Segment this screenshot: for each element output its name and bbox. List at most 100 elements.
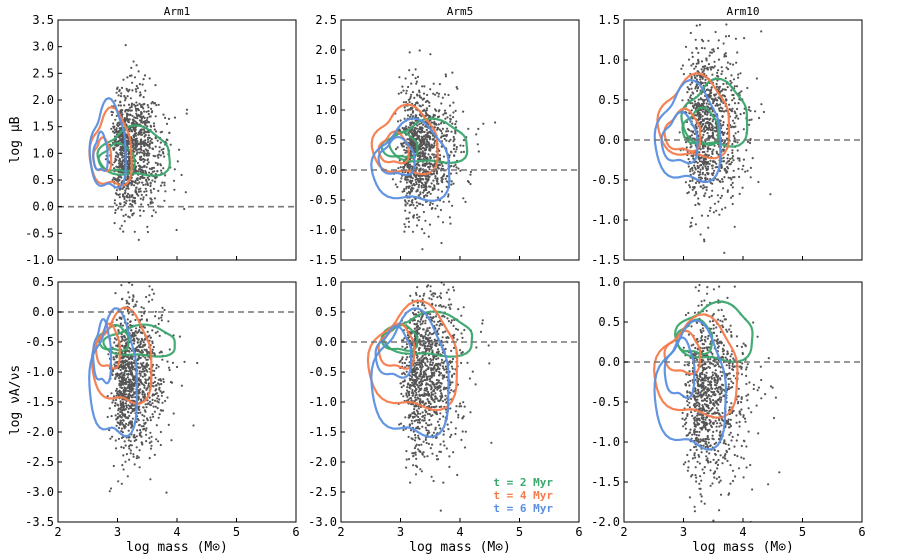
scatter-point <box>152 381 155 385</box>
scatter-point <box>122 194 125 197</box>
scatter-point <box>719 103 722 106</box>
scatter-point <box>745 149 748 152</box>
scatter-point <box>146 350 149 353</box>
scatter-point <box>125 302 128 305</box>
scatter-point <box>406 383 409 386</box>
scatter-point <box>167 117 171 120</box>
scatter-point <box>143 427 146 430</box>
scatter-point <box>429 88 432 91</box>
scatter-point <box>184 191 187 194</box>
scatter-point <box>452 451 455 454</box>
scatter-point <box>431 443 434 446</box>
scatter-point <box>454 432 457 436</box>
scatter-point <box>144 123 147 127</box>
contour-t-6-myr-level-1 <box>370 117 451 202</box>
scatter-point <box>434 315 438 318</box>
scatter-point <box>160 316 163 319</box>
scatter-point <box>414 68 417 71</box>
scatter-point <box>691 102 694 105</box>
scatter-point <box>699 81 702 84</box>
scatter-point <box>138 383 141 386</box>
scatter-point <box>148 294 151 297</box>
scatter-point <box>413 319 416 322</box>
scatter-point <box>724 98 728 101</box>
scatter-point <box>698 103 701 106</box>
scatter-point <box>120 363 123 366</box>
scatter-point <box>455 405 458 408</box>
scatter-point <box>142 419 145 422</box>
contour-t-6-myr-level-1 <box>88 97 127 189</box>
scatter-point <box>725 169 728 172</box>
scatter-point <box>709 68 713 71</box>
scatter-point <box>403 165 406 168</box>
scatter-point <box>120 430 123 433</box>
scatter-point <box>398 76 401 79</box>
scatter-point <box>404 151 407 154</box>
scatter-point <box>424 170 427 173</box>
scatter-point <box>713 60 716 63</box>
scatter-point <box>133 133 136 136</box>
scatter-point <box>439 292 442 295</box>
scatter-point <box>430 423 433 426</box>
scatter-point <box>119 400 122 403</box>
scatter-point <box>442 305 445 308</box>
scatter-point <box>123 334 126 337</box>
scatter-point <box>705 163 708 166</box>
scatter-point <box>124 110 127 113</box>
scatter-point <box>138 370 141 373</box>
scatter-point <box>449 222 452 225</box>
scatter-point <box>131 298 134 301</box>
scatter-point <box>115 418 118 421</box>
scatter-point <box>401 142 404 145</box>
scatter-point <box>419 202 422 206</box>
scatter-point <box>451 122 454 125</box>
scatter-point <box>425 143 428 146</box>
scatter-point <box>111 178 114 181</box>
scatter-point <box>119 322 122 325</box>
scatter-point <box>126 416 129 420</box>
scatter-point <box>123 339 126 342</box>
scatter-point <box>438 367 441 370</box>
scatter-points <box>391 49 497 251</box>
scatter-point <box>112 148 115 151</box>
scatter-point <box>178 335 181 338</box>
scatter-point <box>134 330 137 333</box>
scatter-point <box>709 147 712 151</box>
scatter-point <box>405 92 408 95</box>
scatter-point <box>729 79 732 83</box>
scatter-point <box>412 214 416 217</box>
scatter-point <box>124 369 127 372</box>
scatter-point <box>119 415 122 418</box>
scatter-point <box>122 392 125 395</box>
scatter-point <box>146 370 149 373</box>
scatter-point <box>698 160 702 163</box>
scatter-point <box>168 131 171 134</box>
scatter-point <box>422 191 425 194</box>
scatter-point <box>452 111 455 114</box>
scatter-point <box>136 455 139 458</box>
scatter-point <box>133 150 136 153</box>
scatter-point <box>416 134 419 137</box>
scatter-point <box>119 127 123 130</box>
scatter-point <box>137 143 140 146</box>
scatter-point <box>421 298 424 301</box>
scatter-point <box>122 394 125 397</box>
scatter-point <box>146 104 149 107</box>
scatter-point <box>424 409 427 412</box>
scatter-point <box>412 147 415 150</box>
scatter-point <box>710 86 713 89</box>
scatter-point <box>148 146 151 149</box>
scatter-point <box>689 179 692 183</box>
scatter-point <box>410 128 414 131</box>
scatter-point <box>689 168 692 171</box>
scatter-point <box>155 363 158 367</box>
scatter-point <box>423 85 426 88</box>
scatter-point <box>424 184 427 187</box>
scatter-point <box>413 408 416 411</box>
scatter-point <box>150 191 153 194</box>
scatter-point <box>467 127 470 130</box>
scatter-point <box>437 123 440 126</box>
scatter-point <box>417 219 420 222</box>
scatter-point <box>135 122 139 125</box>
scatter-point <box>406 346 409 349</box>
